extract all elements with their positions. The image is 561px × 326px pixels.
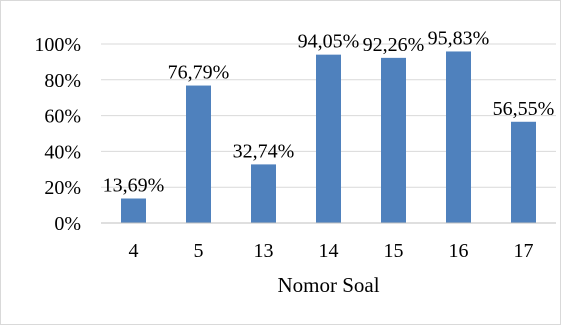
x-tick-labels: 4 5 13 14 15 16 17 <box>129 240 534 262</box>
bar-16 <box>446 51 471 224</box>
bars <box>121 51 536 224</box>
y-tick-label: 80% <box>44 70 81 92</box>
x-tick-label: 17 <box>514 240 534 262</box>
data-label: 13,69% <box>103 174 165 196</box>
x-tick-label: 13 <box>254 240 274 262</box>
bar-13 <box>251 164 276 223</box>
data-label: 76,79% <box>168 62 230 84</box>
y-tick-labels: 0% 20% 40% 60% 80% 100% <box>34 34 81 235</box>
data-label: 56,55% <box>493 98 555 120</box>
bar-14 <box>316 54 341 224</box>
bar-4 <box>121 198 146 223</box>
bar-5 <box>186 85 211 223</box>
x-tick-label: 14 <box>319 240 339 262</box>
data-labels: 13,69% 76,79% 32,74% 94,05% 92,26% 95,83% 56,5… <box>103 27 555 196</box>
bar-15 <box>381 57 406 223</box>
data-label: 95,83% <box>428 27 490 49</box>
x-tick-label: 16 <box>449 240 469 262</box>
bar-17 <box>511 121 536 223</box>
data-label: 32,74% <box>233 140 295 162</box>
data-label: 94,05% <box>298 31 360 53</box>
y-tick-label: 0% <box>54 213 81 235</box>
x-axis-title: Nomor Soal <box>277 273 379 297</box>
y-tick-label: 100% <box>34 34 81 56</box>
y-tick-label: 40% <box>44 141 81 163</box>
x-tick-label: 4 <box>129 240 139 262</box>
y-tick-label: 60% <box>44 106 81 128</box>
x-tick-label: 5 <box>194 240 204 262</box>
x-tick-label: 15 <box>384 240 404 262</box>
y-tick-label: 20% <box>44 177 81 199</box>
data-label: 92,26% <box>363 34 425 56</box>
